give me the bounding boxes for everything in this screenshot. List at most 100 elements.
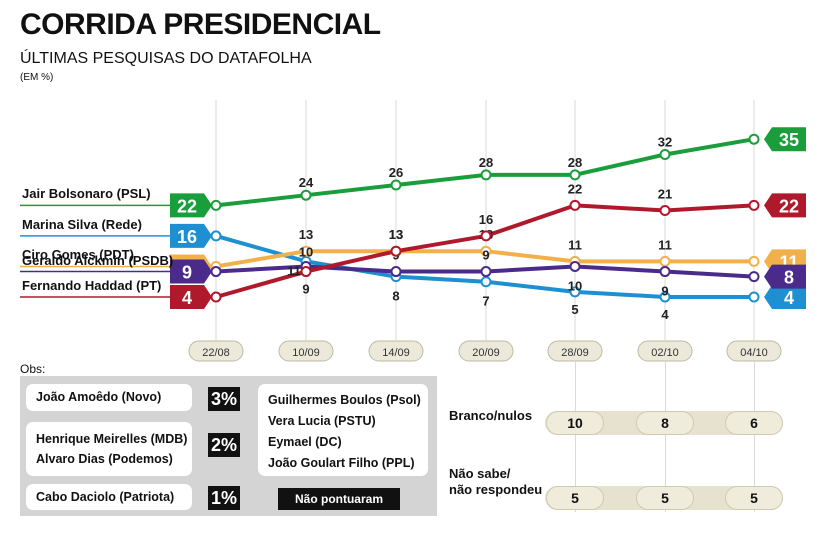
branco-nulos-label: Branco/nulos bbox=[449, 408, 533, 423]
start-value-label: 22 bbox=[177, 196, 197, 216]
end-value-label: 4 bbox=[784, 288, 794, 308]
data-label: 4 bbox=[661, 307, 669, 322]
notes-panel: João Amoêdo (Novo) 3% Henrique Meirelles… bbox=[20, 376, 437, 516]
x-tick-pill bbox=[547, 340, 603, 362]
data-point bbox=[300, 189, 312, 201]
x-tick-label: 10/09 bbox=[292, 347, 320, 359]
candidate-name: Fernando Haddad (PT) bbox=[22, 278, 162, 293]
data-point bbox=[480, 266, 492, 278]
line-chart: 22/08 10/09 14/09 20/09 28/09 02/10 04/10 24 26 2… bbox=[20, 100, 806, 362]
data-label: 11 bbox=[658, 237, 672, 252]
note-name: Alvaro Dias (Podemos) bbox=[36, 452, 173, 466]
data-point bbox=[480, 276, 492, 288]
data-label: 16 bbox=[479, 212, 493, 227]
data-point bbox=[390, 266, 402, 278]
data-point bbox=[659, 204, 671, 216]
row-guide-line bbox=[754, 362, 755, 512]
start-value-box bbox=[170, 193, 212, 218]
data-point bbox=[300, 245, 312, 257]
start-value-label: 9 bbox=[182, 263, 192, 283]
not-scored-name: Guilhermes Boulos (Psol) bbox=[268, 393, 421, 407]
data-point bbox=[748, 199, 760, 211]
x-tick-label: 22/08 bbox=[202, 347, 230, 359]
page-title: CORRIDA PRESIDENCIAL bbox=[20, 8, 381, 41]
candidate-name: Geraldo Alckmin (PSDB) bbox=[22, 252, 174, 268]
data-point bbox=[480, 169, 492, 181]
data-label: 24 bbox=[299, 175, 314, 190]
note-pill-daciolo: Cabo Daciolo (Patriota) bbox=[26, 484, 192, 510]
row-guide-line bbox=[575, 362, 576, 512]
x-tick-label: 28/09 bbox=[561, 347, 589, 359]
not-scored-name: João Goulart Filho (PPL) bbox=[268, 456, 415, 470]
end-value-label: 22 bbox=[779, 196, 799, 216]
note-pill-amoedo: João Amoêdo (Novo) bbox=[26, 384, 192, 411]
data-point bbox=[748, 291, 760, 303]
data-point bbox=[569, 286, 581, 298]
candidate-name: Marina Silva (Rede) bbox=[22, 216, 142, 232]
x-tick-pill bbox=[458, 340, 514, 362]
data-point bbox=[480, 230, 492, 242]
start-value-box bbox=[170, 223, 212, 248]
data-label: 9 bbox=[661, 284, 668, 299]
data-point bbox=[390, 245, 402, 257]
data-label: 5 bbox=[571, 302, 578, 317]
x-tick-pill bbox=[278, 340, 334, 362]
x-tick-pill bbox=[637, 340, 693, 362]
data-label: 9 bbox=[302, 282, 309, 297]
start-value-box bbox=[170, 285, 212, 309]
data-point bbox=[569, 169, 581, 181]
end-value-box bbox=[764, 285, 806, 309]
row-guide-line bbox=[665, 362, 666, 512]
x-tick-label: 20/09 bbox=[472, 347, 500, 359]
x-tick-pill bbox=[368, 340, 424, 362]
row-value: 8 bbox=[636, 411, 694, 435]
note-percent: 3% bbox=[208, 387, 240, 411]
not-scored-name: Eymael (DC) bbox=[268, 435, 342, 449]
end-value-label: 8 bbox=[784, 268, 794, 288]
candidate-name: Jair Bolsonaro (PSL) bbox=[22, 186, 151, 202]
row-value: 10 bbox=[546, 411, 604, 435]
end-value-box bbox=[764, 264, 806, 289]
x-tick-pill bbox=[188, 340, 244, 362]
data-label: 13 bbox=[389, 227, 403, 242]
row-value: 5 bbox=[636, 486, 694, 510]
end-value-box bbox=[764, 127, 806, 152]
data-point bbox=[390, 179, 402, 191]
x-tick-label: 04/10 bbox=[740, 347, 768, 359]
data-label: 28 bbox=[568, 155, 582, 170]
note-percent: 1% bbox=[208, 486, 240, 510]
data-point bbox=[659, 148, 671, 160]
data-label: 28 bbox=[479, 155, 493, 170]
data-label: 10 bbox=[299, 244, 313, 259]
data-label: 21 bbox=[658, 186, 672, 201]
end-value-box bbox=[764, 193, 806, 218]
not-scored-pill: Guilhermes Boulos (Psol) Vera Lucia (PST… bbox=[258, 384, 428, 476]
data-point bbox=[210, 230, 222, 242]
not-scored-name: Vera Lucia (PSTU) bbox=[268, 414, 376, 428]
data-label: 8 bbox=[392, 289, 399, 304]
start-value-box bbox=[170, 259, 212, 284]
row-value: 5 bbox=[725, 486, 783, 510]
candidate-name: Ciro Gomes (PDT) bbox=[22, 247, 134, 263]
data-point bbox=[748, 255, 760, 267]
start-value-label: 4 bbox=[182, 288, 192, 308]
x-tick-pill bbox=[726, 340, 782, 362]
data-point bbox=[210, 199, 222, 211]
data-label: 10 bbox=[568, 278, 582, 293]
note-name: João Amoêdo (Novo) bbox=[36, 390, 162, 404]
data-point bbox=[659, 291, 671, 303]
data-point bbox=[569, 260, 581, 272]
data-label: 11 bbox=[568, 237, 582, 252]
data-label: 7 bbox=[482, 294, 489, 309]
data-point bbox=[300, 266, 312, 278]
data-point bbox=[748, 271, 760, 283]
data-point bbox=[748, 133, 760, 145]
note-percent: 2% bbox=[208, 433, 240, 457]
nao-sabe-label: Não sabe/ não respondeu bbox=[449, 466, 543, 497]
data-label: 22 bbox=[568, 181, 582, 196]
row-value: 6 bbox=[725, 411, 783, 435]
data-point bbox=[659, 255, 671, 267]
data-label: 9 bbox=[482, 248, 489, 263]
data-point bbox=[659, 266, 671, 278]
end-value-label: 35 bbox=[779, 130, 799, 150]
